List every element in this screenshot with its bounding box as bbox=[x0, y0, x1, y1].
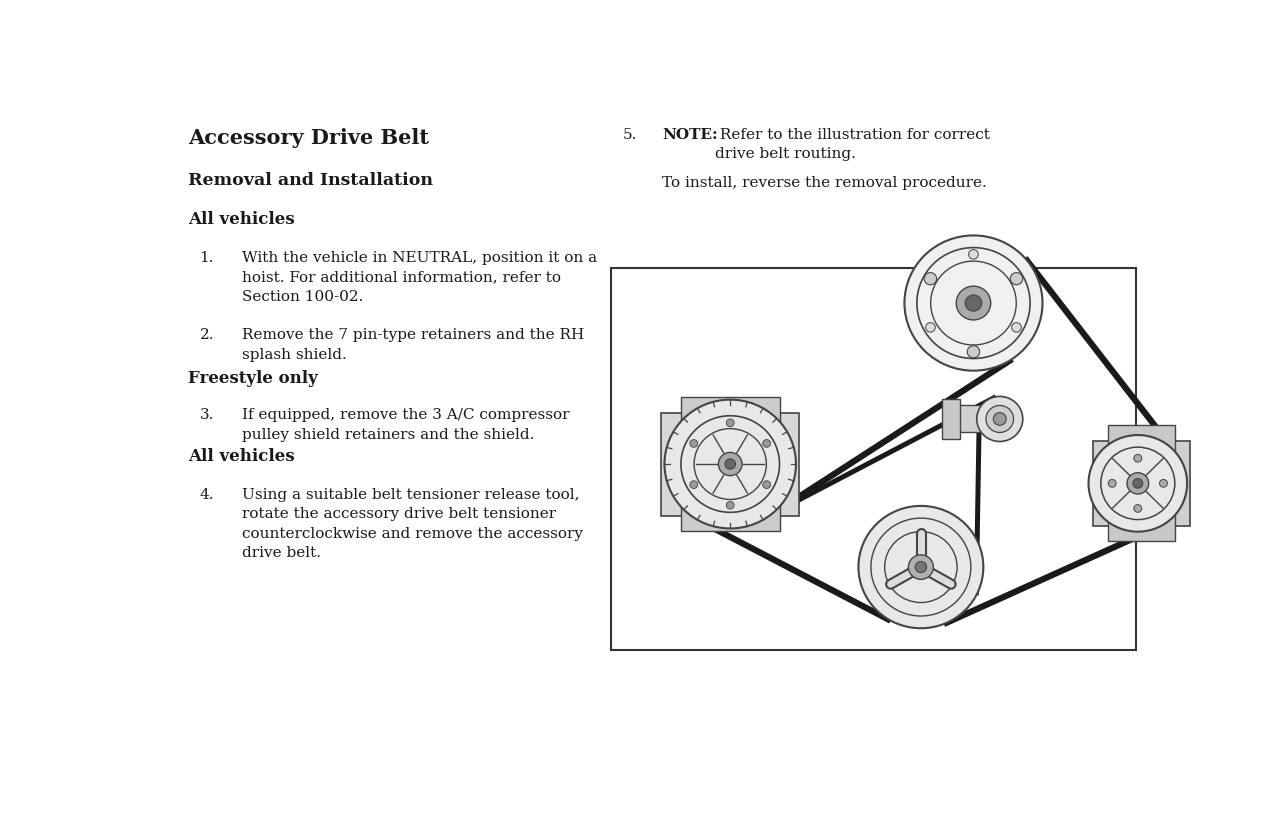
Circle shape bbox=[858, 506, 984, 629]
Text: All vehicles: All vehicles bbox=[188, 211, 294, 227]
Circle shape bbox=[966, 295, 982, 311]
Text: 2.: 2. bbox=[200, 328, 214, 342]
Text: Using a suitable belt tensioner release tool,
rotate the accessory drive belt te: Using a suitable belt tensioner release … bbox=[242, 488, 583, 560]
Circle shape bbox=[726, 419, 734, 427]
Bar bbox=[1108, 425, 1175, 542]
Circle shape bbox=[689, 440, 698, 447]
Text: 3.: 3. bbox=[200, 408, 214, 422]
Text: Remove the 7 pin-type retainers and the RH
splash shield.: Remove the 7 pin-type retainers and the … bbox=[242, 328, 585, 362]
Text: If equipped, remove the 3 A/C compressor
pulley shield retainers and the shield.: If equipped, remove the 3 A/C compressor… bbox=[242, 408, 569, 442]
Circle shape bbox=[1012, 323, 1022, 332]
Circle shape bbox=[762, 440, 771, 447]
Bar bbox=[611, 268, 1136, 650]
Circle shape bbox=[1160, 480, 1168, 487]
Circle shape bbox=[1010, 273, 1023, 284]
Circle shape bbox=[968, 250, 978, 259]
Text: NOTE:: NOTE: bbox=[663, 128, 718, 142]
Text: Refer to the illustration for correct
drive belt routing.: Refer to the illustration for correct dr… bbox=[715, 128, 990, 161]
Circle shape bbox=[904, 236, 1042, 370]
Text: 5.: 5. bbox=[623, 128, 637, 142]
Circle shape bbox=[1133, 479, 1142, 488]
Circle shape bbox=[726, 501, 734, 509]
Circle shape bbox=[1134, 504, 1142, 513]
Circle shape bbox=[977, 396, 1023, 442]
Circle shape bbox=[967, 346, 980, 358]
Text: 4.: 4. bbox=[200, 488, 214, 502]
Circle shape bbox=[1127, 473, 1149, 494]
Circle shape bbox=[725, 459, 735, 469]
Circle shape bbox=[689, 480, 698, 489]
Bar bbox=[943, 399, 959, 439]
Bar bbox=[1094, 441, 1189, 526]
Circle shape bbox=[986, 405, 1013, 433]
Circle shape bbox=[994, 413, 1007, 425]
Circle shape bbox=[1088, 435, 1187, 532]
Text: Accessory Drive Belt: Accessory Drive Belt bbox=[188, 128, 428, 148]
Bar bbox=[661, 413, 799, 515]
Text: Freestyle only: Freestyle only bbox=[188, 370, 317, 387]
Circle shape bbox=[925, 273, 936, 284]
Text: Removal and Installation: Removal and Installation bbox=[188, 173, 432, 189]
Circle shape bbox=[762, 480, 771, 489]
Circle shape bbox=[908, 555, 934, 579]
Bar bbox=[958, 405, 993, 433]
Circle shape bbox=[1108, 480, 1117, 487]
Circle shape bbox=[665, 399, 796, 528]
Text: To install, reverse the removal procedure.: To install, reverse the removal procedur… bbox=[663, 175, 987, 189]
Text: All vehicles: All vehicles bbox=[188, 448, 294, 466]
Text: 1.: 1. bbox=[200, 251, 214, 265]
Circle shape bbox=[916, 562, 926, 572]
Circle shape bbox=[1134, 454, 1142, 462]
Circle shape bbox=[719, 452, 742, 476]
Bar bbox=[680, 397, 779, 531]
Circle shape bbox=[957, 286, 991, 320]
Circle shape bbox=[926, 323, 935, 332]
Text: With the vehicle in NEUTRAL, position it on a
hoist. For additional information,: With the vehicle in NEUTRAL, position it… bbox=[242, 251, 597, 304]
